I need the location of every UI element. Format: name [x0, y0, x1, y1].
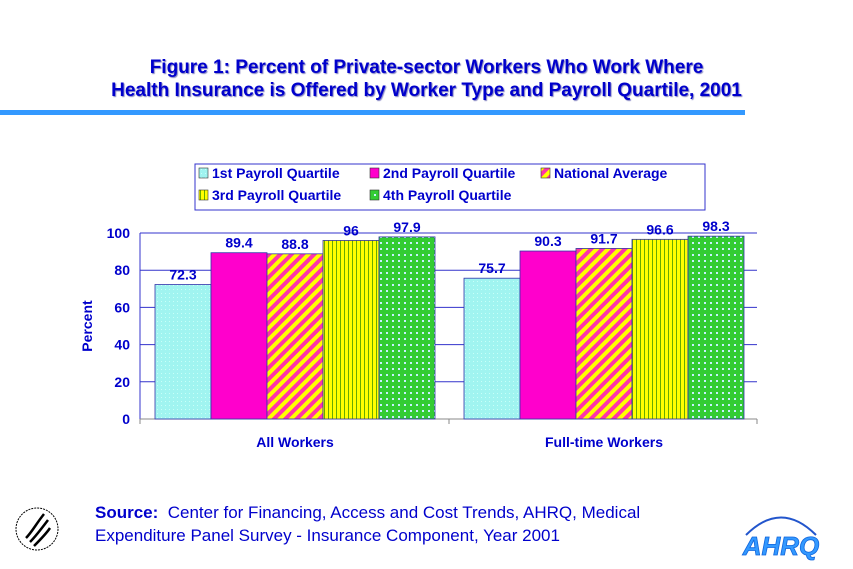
legend-swatch [369, 189, 380, 201]
legend-swatch [198, 167, 209, 179]
x-category-label: All Workers [256, 434, 334, 450]
y-tick-label: 20 [114, 374, 130, 390]
bar [154, 284, 212, 420]
bar [266, 253, 324, 420]
legend-swatch [198, 189, 209, 201]
legend-label: 2nd Payroll Quartile [383, 165, 515, 181]
legend-label: 4th Payroll Quartile [383, 187, 512, 203]
legend-swatch [369, 167, 380, 179]
legend-label: 3rd Payroll Quartile [212, 187, 341, 203]
legend-swatch [540, 167, 551, 179]
y-axis-label: Percent [79, 300, 95, 352]
data-label: 89.4 [225, 235, 252, 251]
bar [463, 277, 521, 420]
data-label: 97.9 [393, 219, 420, 235]
chart-title-line1: Figure 1: Percent of Private-sector Work… [149, 57, 704, 78]
data-label: 98.3 [702, 218, 729, 234]
bar-chart: 1st Payroll Quartile 2nd Payroll Quartile… [79, 163, 758, 450]
hhs-seal-logo [15, 507, 59, 551]
bar [631, 238, 689, 420]
bar [687, 235, 745, 420]
y-tick-label: 100 [107, 225, 131, 241]
source-text1: Center for Financing, Access and Cost Tr… [167, 503, 641, 522]
data-label: 72.3 [169, 267, 196, 283]
ahrq-logo: AHRQ [741, 516, 820, 561]
bar [575, 248, 633, 420]
bar [519, 250, 577, 420]
y-tick-label: 0 [122, 411, 130, 427]
data-label: 96.6 [646, 221, 673, 237]
x-category-label: Full-time Workers [545, 434, 663, 450]
legend: 1st Payroll Quartile 2nd Payroll Quartile… [194, 163, 706, 211]
data-label: 91.7 [590, 230, 617, 246]
source-line2: Expenditure Panel Survey - Insurance Com… [95, 526, 560, 545]
ahrq-logo-text: AHRQ [742, 531, 820, 561]
bar [322, 240, 380, 420]
source-label: Source: [95, 503, 159, 522]
y-tick-label: 40 [114, 337, 130, 353]
data-label: 88.8 [281, 236, 308, 252]
title-divider [0, 110, 745, 115]
bar [210, 252, 268, 420]
chart-title-line2: Health Insurance is Offered by Worker Ty… [111, 80, 742, 101]
y-tick-label: 80 [114, 262, 130, 278]
data-label: 90.3 [534, 233, 561, 249]
bar [378, 236, 436, 420]
legend-label: National Average [554, 165, 668, 181]
legend-label: 1st Payroll Quartile [212, 165, 340, 181]
data-label: 75.7 [478, 260, 505, 276]
source-line1: Source: Center for Financing, Access and… [95, 503, 640, 523]
data-label: 96 [343, 222, 359, 238]
y-tick-label: 60 [114, 299, 130, 315]
